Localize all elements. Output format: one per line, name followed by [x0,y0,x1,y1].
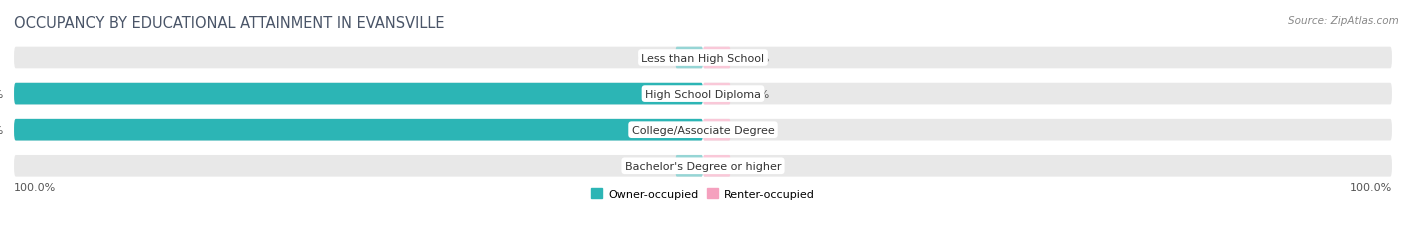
Text: Bachelor's Degree or higher: Bachelor's Degree or higher [624,161,782,171]
FancyBboxPatch shape [703,48,1392,69]
FancyBboxPatch shape [703,83,1392,105]
Text: 100.0%: 100.0% [1350,182,1392,192]
FancyBboxPatch shape [14,48,703,69]
FancyBboxPatch shape [14,83,703,105]
FancyBboxPatch shape [703,155,1392,177]
FancyBboxPatch shape [703,155,731,177]
Text: 0.0%: 0.0% [741,125,769,135]
Text: College/Associate Degree: College/Associate Degree [631,125,775,135]
FancyBboxPatch shape [14,119,703,141]
FancyBboxPatch shape [703,48,731,69]
Text: 100.0%: 100.0% [0,125,4,135]
Text: Less than High School: Less than High School [641,53,765,63]
FancyBboxPatch shape [703,119,731,141]
Text: 0.0%: 0.0% [637,53,665,63]
Text: 0.0%: 0.0% [637,161,665,171]
Text: 0.0%: 0.0% [741,53,769,63]
Text: High School Diploma: High School Diploma [645,89,761,99]
Text: 100.0%: 100.0% [14,182,56,192]
FancyBboxPatch shape [675,155,703,177]
Text: 0.0%: 0.0% [741,161,769,171]
Text: Source: ZipAtlas.com: Source: ZipAtlas.com [1288,16,1399,26]
Legend: Owner-occupied, Renter-occupied: Owner-occupied, Renter-occupied [586,184,820,203]
FancyBboxPatch shape [14,155,703,177]
Text: 100.0%: 100.0% [0,89,4,99]
FancyBboxPatch shape [703,83,731,105]
FancyBboxPatch shape [14,119,703,141]
FancyBboxPatch shape [675,48,703,69]
Text: OCCUPANCY BY EDUCATIONAL ATTAINMENT IN EVANSVILLE: OCCUPANCY BY EDUCATIONAL ATTAINMENT IN E… [14,16,444,31]
Text: 0.0%: 0.0% [741,89,769,99]
FancyBboxPatch shape [703,119,1392,141]
FancyBboxPatch shape [14,83,703,105]
